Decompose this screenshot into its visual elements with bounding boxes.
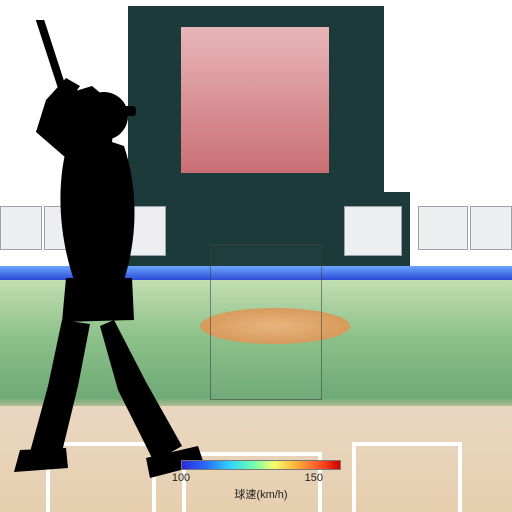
stand-panel [470,206,512,250]
legend-ticks: 100 150 [181,472,341,486]
batters-box-line [458,442,462,512]
batter-silhouette [0,20,216,480]
strike-zone [210,244,322,400]
legend-colorbar [181,460,341,470]
speed-legend: 100 150 球速(km/h) [178,460,344,508]
stand-panel [418,206,468,250]
batters-box-line [352,442,462,446]
legend-tick: 150 [305,472,323,484]
batters-box-line [352,442,356,512]
legend-label: 球速(km/h) [178,486,344,502]
pitch-location-chart: 100 150 球速(km/h) [0,0,512,512]
legend-tick: 100 [172,472,190,484]
stand-panel [344,206,402,256]
